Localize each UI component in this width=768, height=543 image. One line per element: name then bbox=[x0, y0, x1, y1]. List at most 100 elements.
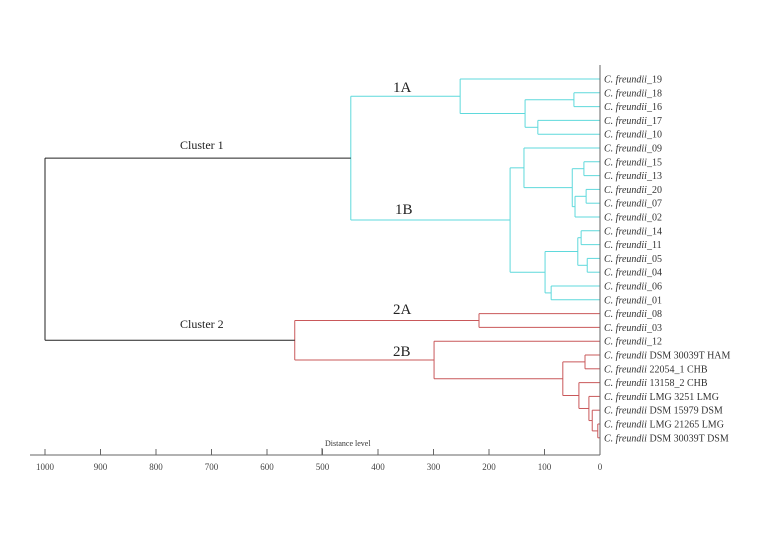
subcluster-2A-label: 2A bbox=[393, 302, 412, 318]
strain-id: _17 bbox=[646, 116, 662, 127]
strain-id: 13158_2 CHB bbox=[647, 378, 708, 389]
axis-tick-label: 0 bbox=[598, 462, 603, 472]
strain-id: _14 bbox=[646, 226, 662, 237]
genus-name: C. freundii bbox=[604, 337, 647, 348]
leaf-label: C. freundii_19 bbox=[604, 75, 662, 86]
leaf-label: C. freundii_04 bbox=[604, 268, 662, 279]
leaf-label: C. freundii_14 bbox=[604, 226, 662, 237]
genus-name: C. freundii bbox=[604, 392, 647, 403]
strain-id: DSM 30039T DSM bbox=[647, 433, 729, 444]
genus-name: C. freundii bbox=[604, 282, 647, 293]
leaf-label: C. freundii DSM 30039T HAM bbox=[604, 351, 731, 362]
strain-id: _16 bbox=[646, 102, 662, 113]
leaf-label: C. freundii_09 bbox=[604, 144, 662, 155]
genus-name: C. freundii bbox=[604, 378, 647, 389]
genus-name: C. freundii bbox=[604, 323, 647, 334]
strain-id: _09 bbox=[646, 144, 662, 155]
axis-tick-label: 400 bbox=[371, 462, 385, 472]
genus-name: C. freundii bbox=[604, 364, 647, 375]
distance-axis: 1000 900 800 700 600 500 400 300 200 100 0 bbox=[30, 65, 603, 472]
subcluster-2B-label: 2B bbox=[393, 344, 411, 360]
genus-name: C. freundii bbox=[604, 226, 647, 237]
leaf-label: C. freundii_01 bbox=[604, 295, 662, 306]
axis-tick-label: 300 bbox=[427, 462, 441, 472]
axis-tick-label: 700 bbox=[205, 462, 219, 472]
genus-name: C. freundii bbox=[604, 420, 647, 431]
strain-id: _05 bbox=[646, 254, 662, 265]
leaf-label: C. freundii_08 bbox=[604, 309, 662, 320]
genus-name: C. freundii bbox=[604, 199, 647, 210]
genus-name: C. freundii bbox=[604, 268, 647, 279]
axis-tick-label: 1000 bbox=[36, 462, 55, 472]
leaf-label: C. freundii LMG 21265 LMG bbox=[604, 420, 724, 431]
strain-id: _18 bbox=[646, 88, 662, 99]
strain-id: DSM 30039T HAM bbox=[647, 351, 731, 362]
leaf-label: C. freundii_03 bbox=[604, 323, 662, 334]
axis-tick-label: 800 bbox=[149, 462, 163, 472]
genus-name: C. freundii bbox=[604, 144, 647, 155]
genus-name: C. freundii bbox=[604, 309, 647, 320]
strain-id: _11 bbox=[646, 240, 662, 251]
strain-id: LMG 21265 LMG bbox=[647, 420, 724, 431]
genus-name: C. freundii bbox=[604, 433, 647, 444]
axis-tick-label: 100 bbox=[538, 462, 552, 472]
axis-tick-label: 200 bbox=[482, 462, 496, 472]
strain-id: _15 bbox=[646, 157, 662, 168]
leaf-label: C. freundii 13158_2 CHB bbox=[604, 378, 708, 389]
strain-id: _20 bbox=[646, 185, 662, 196]
genus-name: C. freundii bbox=[604, 171, 647, 182]
genus-name: C. freundii bbox=[604, 116, 647, 127]
subcluster-1A-label: 1A bbox=[393, 80, 412, 96]
leaf-label: C. freundii 22054_1 CHB bbox=[604, 364, 708, 375]
strain-id: _06 bbox=[646, 282, 662, 293]
leaf-labels: C. freundii_19C. freundii_18C. freundii_… bbox=[604, 75, 731, 445]
strain-id: DSM 15979 DSM bbox=[647, 406, 723, 417]
leaf-label: C. freundii DSM 15979 DSM bbox=[604, 406, 723, 417]
leaf-label: C. freundii_12 bbox=[604, 337, 662, 348]
strain-id: _10 bbox=[646, 130, 662, 141]
strain-id: _13 bbox=[646, 171, 662, 182]
strain-id: _12 bbox=[646, 337, 662, 348]
genus-name: C. freundii bbox=[604, 351, 647, 362]
strain-id: LMG 3251 LMG bbox=[647, 392, 719, 403]
strain-id: _04 bbox=[646, 268, 662, 279]
axis-title: Distance level bbox=[325, 439, 371, 448]
genus-name: C. freundii bbox=[604, 130, 647, 141]
leaf-label: C. freundii_17 bbox=[604, 116, 662, 127]
branches bbox=[44, 78, 600, 439]
strain-id: _08 bbox=[646, 309, 662, 320]
genus-name: C. freundii bbox=[604, 75, 647, 86]
strain-id: _01 bbox=[646, 295, 662, 306]
strain-id: _02 bbox=[646, 213, 662, 224]
leaf-label: C. freundii_10 bbox=[604, 130, 662, 141]
leaf-label: C. freundii_07 bbox=[604, 199, 662, 210]
axis-tick-label: 500 bbox=[316, 462, 330, 472]
leaf-label: C. freundii_11 bbox=[604, 240, 662, 251]
cluster-2-label: Cluster 2 bbox=[180, 317, 224, 331]
leaf-label: C. freundii DSM 30039T DSM bbox=[604, 433, 729, 444]
leaf-label: C. freundii_20 bbox=[604, 185, 662, 196]
genus-name: C. freundii bbox=[604, 240, 647, 251]
strain-id: _03 bbox=[646, 323, 662, 334]
genus-name: C. freundii bbox=[604, 254, 647, 265]
genus-name: C. freundii bbox=[604, 406, 647, 417]
leaf-label: C. freundii_13 bbox=[604, 171, 662, 182]
strain-id: _19 bbox=[646, 75, 662, 86]
leaf-label: C. freundii_15 bbox=[604, 157, 662, 168]
genus-name: C. freundii bbox=[604, 185, 647, 196]
leaf-label: C. freundii_05 bbox=[604, 254, 662, 265]
leaf-label: C. freundii_02 bbox=[604, 213, 662, 224]
strain-id: 22054_1 CHB bbox=[647, 364, 708, 375]
leaf-label: C. freundii_18 bbox=[604, 88, 662, 99]
genus-name: C. freundii bbox=[604, 157, 647, 168]
genus-name: C. freundii bbox=[604, 295, 647, 306]
cluster-1-label: Cluster 1 bbox=[180, 138, 224, 152]
genus-name: C. freundii bbox=[604, 102, 647, 113]
subcluster-1B-label: 1B bbox=[395, 202, 413, 218]
genus-name: C. freundii bbox=[604, 88, 647, 99]
axis-tick-label: 900 bbox=[94, 462, 108, 472]
strain-id: _07 bbox=[646, 199, 662, 210]
leaf-label: C. freundii LMG 3251 LMG bbox=[604, 392, 719, 403]
leaf-label: C. freundii_16 bbox=[604, 102, 662, 113]
